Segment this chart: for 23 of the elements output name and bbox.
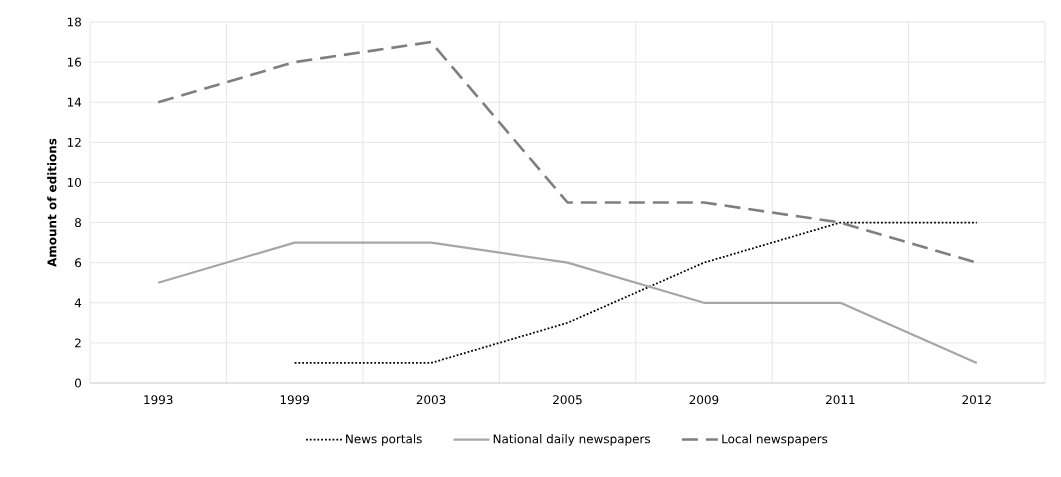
x-tick-label: 2003 (416, 395, 446, 405)
y-axis-title: Amount of editions (47, 138, 57, 267)
x-tick-label: 2011 (826, 395, 855, 405)
line-series (157, 241, 978, 365)
legend-label: National daily newspapers (493, 434, 651, 446)
y-tick-label: 16 (67, 57, 82, 67)
y-tick-label: 12 (67, 137, 81, 147)
line-series (293, 221, 978, 364)
x-tick-label: 1999 (280, 395, 310, 405)
x-tick-label: 2009 (689, 395, 719, 405)
x-tick-label: 2012 (962, 395, 991, 405)
y-tick-label: 18 (67, 17, 81, 27)
y-tick-label: 4 (74, 298, 82, 308)
y-tick-label: 14 (67, 97, 82, 107)
legend-label: News portals (346, 434, 422, 446)
y-tick-label: 6 (75, 258, 82, 268)
y-tick-label: 8 (75, 218, 81, 228)
y-tick-label: 10 (67, 177, 82, 187)
x-tick-label: 2005 (553, 395, 582, 405)
y-tick-label: 2 (75, 338, 81, 348)
legend-label: Local newspapers (722, 434, 828, 446)
x-tick-label: 1993 (144, 395, 173, 405)
y-tick-label: 0 (74, 378, 82, 388)
